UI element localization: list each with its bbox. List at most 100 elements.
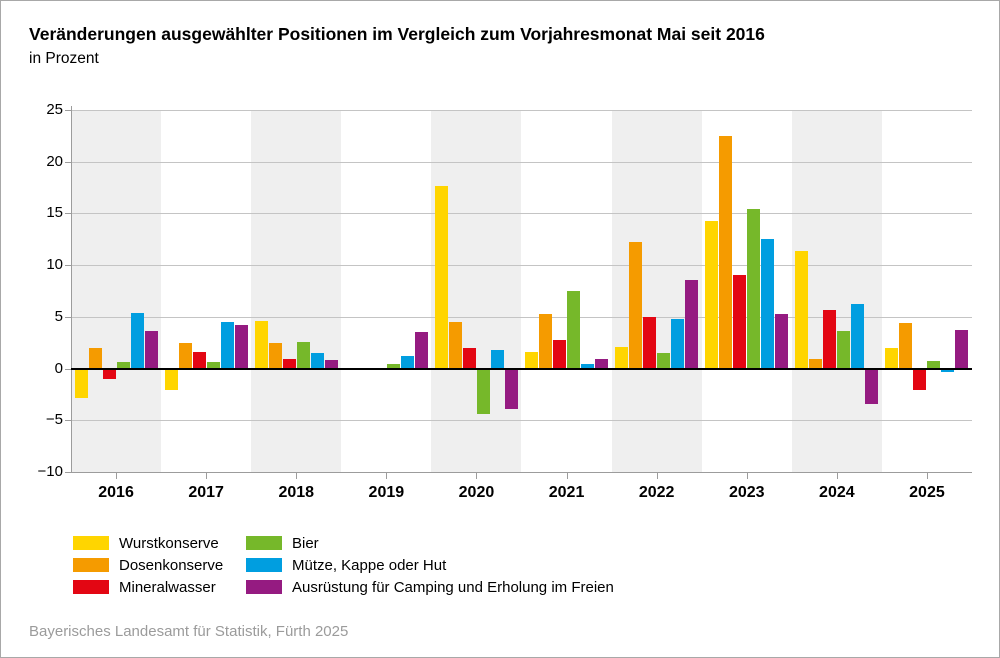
- bar: [220, 322, 234, 369]
- gridline: [71, 265, 972, 267]
- bar: [192, 352, 206, 369]
- bar: [795, 250, 809, 369]
- bar: [74, 368, 88, 398]
- legend-swatch: [73, 536, 109, 550]
- bar: [525, 352, 539, 369]
- bar: [837, 331, 851, 369]
- bar: [809, 359, 823, 369]
- y-axis-tick: [65, 110, 71, 111]
- x-axis-year-label: 2025: [909, 484, 945, 501]
- bar: [643, 316, 657, 369]
- x-axis-year-label: 2022: [638, 484, 675, 501]
- y-axis-tick: [65, 213, 71, 215]
- legend-swatch: [246, 536, 282, 550]
- x-axis-tick: [116, 472, 118, 479]
- bar: [941, 368, 955, 372]
- bar: [705, 220, 719, 369]
- bar: [310, 353, 324, 369]
- legend-label: Bier: [292, 534, 319, 552]
- x-axis-line: [67, 472, 972, 473]
- x-axis-tick: [476, 472, 478, 479]
- y-axis-tick-label: 20: [46, 152, 63, 170]
- bar: [761, 239, 775, 369]
- x-axis-tick: [206, 472, 208, 479]
- bar: [476, 368, 490, 415]
- bar: [296, 341, 310, 369]
- bar: [386, 364, 400, 369]
- bar: [913, 368, 927, 391]
- bar: [851, 304, 865, 369]
- bar: [955, 330, 969, 369]
- x-axis-tick: [296, 472, 298, 479]
- x-axis-tick: [836, 472, 838, 479]
- bar: [899, 323, 913, 369]
- legend-swatch: [246, 580, 282, 594]
- legend-label: Wurstkonserve: [119, 534, 219, 552]
- y-axis-tick-label: 0: [54, 359, 63, 377]
- bar: [400, 356, 414, 369]
- y-axis-tick-label: 25: [46, 101, 63, 118]
- legend-item: Mineralwasser: [73, 578, 223, 596]
- x-axis-tick: [746, 472, 748, 479]
- y-axis-tick-label: 10: [46, 256, 63, 274]
- bar: [448, 322, 462, 369]
- bar: [775, 313, 789, 369]
- x-axis-tick: [656, 472, 658, 479]
- gridline: [71, 161, 972, 163]
- x-axis-tick: [566, 472, 568, 479]
- y-axis-tick-label: −5: [45, 411, 63, 429]
- bar: [144, 331, 158, 369]
- bar: [206, 362, 220, 369]
- x-axis-year-label: 2024: [819, 484, 855, 501]
- y-axis-tick: [65, 368, 71, 370]
- bar: [116, 362, 130, 369]
- y-axis-tick: [65, 472, 71, 473]
- gridline: [71, 420, 972, 422]
- legend-label: Dosenkonserve: [119, 556, 224, 574]
- bar: [615, 346, 629, 369]
- y-axis-tick-label: 15: [46, 204, 63, 222]
- x-axis-year-label: 2016: [98, 484, 134, 501]
- y-axis-tick-label: 5: [54, 307, 63, 325]
- bar: [733, 275, 747, 369]
- legend-label: Mütze, Kappe oder Hut: [292, 556, 447, 574]
- x-axis-year-label: 2018: [278, 484, 315, 501]
- x-axis-tick: [926, 472, 928, 479]
- gridline: [71, 316, 972, 318]
- bar: [282, 359, 296, 369]
- y-axis-line: [71, 106, 72, 472]
- bar: [629, 242, 643, 369]
- bar: [671, 318, 685, 369]
- legend-swatch: [246, 558, 282, 572]
- y-axis-tick: [65, 316, 71, 318]
- legend-swatch: [73, 580, 109, 594]
- legend-swatch: [73, 558, 109, 572]
- bar: [927, 361, 941, 369]
- legend-item: Mütze, Kappe oder Hut: [246, 556, 614, 574]
- year-stripe: [251, 110, 342, 472]
- year-stripe: [71, 110, 162, 472]
- x-axis-year-label: 2017: [188, 484, 224, 501]
- bar: [462, 347, 476, 369]
- legend-label: Ausrüstung für Camping und Erholung im F…: [292, 578, 614, 596]
- y-axis-tick: [65, 420, 71, 422]
- x-axis-tick: [386, 472, 388, 479]
- source-note: Bayerisches Landesamt für Statistik, Für…: [29, 623, 349, 640]
- legend-item: Bier: [246, 534, 614, 552]
- bar: [567, 291, 581, 369]
- bar: [885, 347, 899, 369]
- bar: [685, 279, 699, 369]
- bar: [581, 364, 595, 369]
- legend-item: Wurstkonserve: [73, 534, 223, 552]
- bar: [324, 360, 338, 369]
- bar: [414, 332, 428, 369]
- bar: [254, 320, 268, 369]
- y-axis-tick: [65, 265, 71, 267]
- bar: [553, 339, 567, 369]
- legend-item: Dosenkonserve: [73, 556, 224, 574]
- legend-label: Mineralwasser: [119, 578, 216, 596]
- x-axis-year-label: 2020: [458, 484, 495, 501]
- x-axis-year-label: 2019: [368, 484, 405, 501]
- bar: [595, 359, 609, 369]
